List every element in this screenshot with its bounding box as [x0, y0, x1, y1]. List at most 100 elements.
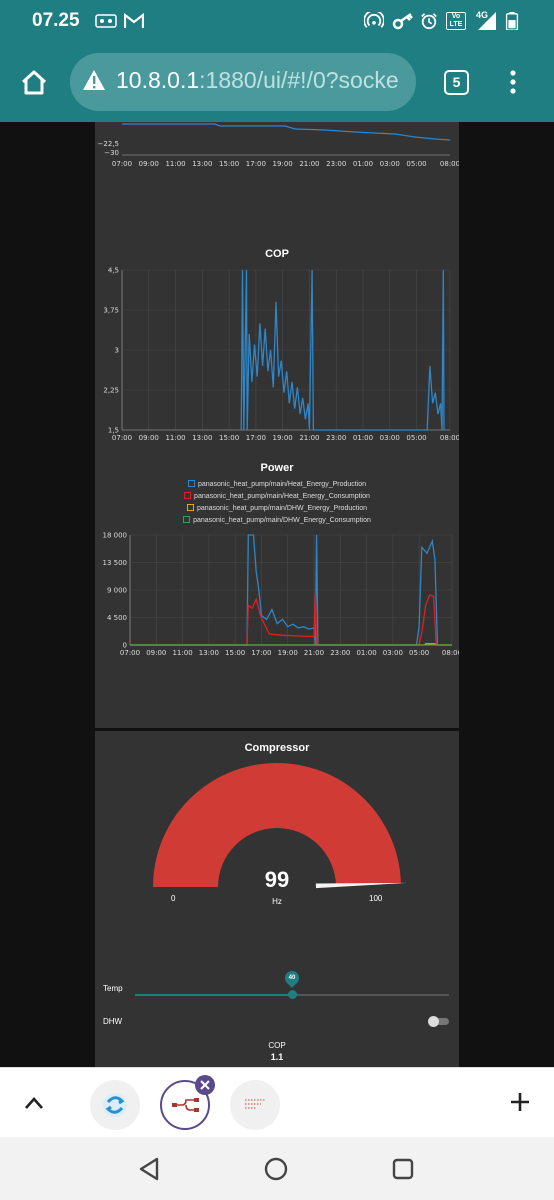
top-x-tick: 15:00 [219, 160, 239, 168]
tab-icon-2-active[interactable] [160, 1075, 215, 1130]
gauge-needle [315, 882, 407, 889]
temp-slider-track[interactable]: 40 [135, 968, 449, 999]
url-path: :1880/ui/#!/0?socke [199, 67, 399, 93]
page-thumbnail-icon [245, 1099, 265, 1109]
cop-x-tick: 17:00 [246, 434, 266, 442]
tab-icon-3[interactable] [230, 1080, 280, 1130]
temp-slider-fill [135, 994, 292, 996]
top-x-tick: 11:00 [165, 160, 185, 168]
dhw-switch[interactable] [428, 1016, 449, 1027]
tab-strip [0, 1067, 554, 1137]
compressor-gauge [153, 763, 407, 889]
cop-x-tick: 19:00 [273, 434, 293, 442]
home-nav-icon[interactable] [264, 1157, 288, 1181]
system-nav-bar [0, 1137, 554, 1200]
top-x-tick: 19:00 [273, 160, 293, 168]
dhw-switch-knob[interactable] [428, 1016, 439, 1027]
url-text[interactable]: 10.8.0.1:1880/ui/#!/0?socke [116, 67, 399, 94]
cop-series-0 [240, 269, 445, 431]
new-tab-icon[interactable] [510, 1092, 530, 1112]
gauge-min-label: 0 [171, 894, 176, 903]
cop-x-tick: 05:00 [406, 434, 426, 442]
warning-icon[interactable] [82, 69, 106, 91]
legend-swatch [187, 480, 195, 487]
gmail-icon [124, 12, 144, 28]
cop-x-tick: 07:00 [112, 434, 132, 442]
power-y-tick: 9 000 [107, 587, 127, 595]
signal-icon [478, 12, 496, 30]
temp-slider-value: 40 [288, 975, 296, 981]
power-series-0 [130, 534, 452, 646]
gauge-value: 99 [264, 867, 290, 892]
power-x-tick: 05:00 [409, 649, 429, 657]
legend-label: panasonic_heat_pump/main/Heat_Energy_Pro… [197, 481, 367, 488]
legend-swatch [183, 516, 191, 523]
status-bar: 07.25 Vo LTE 4G [0, 0, 554, 42]
cop-x-tick: 08:00 [440, 434, 459, 442]
node-red-flow-icon [172, 1098, 199, 1112]
cop-y-tick: 1,5 [108, 427, 119, 435]
top-x-tick: 21:00 [299, 160, 319, 168]
dashboard-page: −22,5 −30 07:00 09:00 11:00 13:00 15:00 17:00 19… [0, 122, 554, 1067]
legend-item[interactable]: panasonic_heat_pump/main/DHW_Energy_Prod… [95, 503, 459, 515]
address-bar[interactable]: 10.8.0.1:1880/ui/#!/0?socke [70, 53, 416, 111]
volte-badge: Vo LTE [446, 12, 466, 30]
legend-swatch [184, 492, 192, 499]
temp-slider-thumb[interactable] [288, 990, 297, 999]
recents-icon[interactable] [392, 1158, 414, 1180]
url-host: 10.8.0.1 [116, 67, 200, 93]
cop-x-tick: 21:00 [299, 434, 319, 442]
power-legend: panasonic_heat_pump/main/Heat_Energy_Pro… [95, 479, 459, 527]
power-x-tick: 09:00 [146, 649, 166, 657]
cop-y-tick: 3,75 [103, 307, 119, 315]
top-x-tick: 09:00 [139, 160, 159, 168]
top-x-tick: 01:00 [353, 160, 373, 168]
network-label: 4G [476, 10, 489, 20]
legend-item[interactable]: panasonic_heat_pump/main/Heat_Energy_Pro… [95, 479, 459, 491]
power-x-tick: 19:00 [278, 649, 298, 657]
power-x-tick: 23:00 [330, 649, 350, 657]
legend-item[interactable]: panasonic_heat_pump/main/DHW_Energy_Cons… [95, 515, 459, 527]
power-x-tick: 17:00 [251, 649, 271, 657]
power-x-tick: 03:00 [383, 649, 403, 657]
cop-y-tick: 4,5 [108, 267, 119, 275]
top-y-tick: −30 [104, 149, 119, 157]
cop-x-tick: 11:00 [165, 434, 185, 442]
close-tab-button[interactable] [195, 1075, 215, 1095]
legend-label: panasonic_heat_pump/main/Heat_Energy_Con… [194, 493, 370, 500]
back-icon[interactable] [138, 1157, 160, 1181]
top-x-tick: 03:00 [380, 160, 400, 168]
power-y-tick: 13 500 [103, 559, 128, 567]
tab-switcher-button[interactable]: 5 [444, 70, 469, 95]
legend-item[interactable]: panasonic_heat_pump/main/Heat_Energy_Con… [95, 491, 459, 503]
chevron-up-icon[interactable] [24, 1096, 44, 1110]
top-y-tick: −22,5 [98, 140, 119, 148]
sync-logo-icon [103, 1093, 127, 1117]
power-chart-title: Power [260, 462, 294, 474]
legend-swatch [186, 504, 194, 511]
home-icon[interactable] [20, 69, 48, 95]
battery-icon [505, 12, 519, 30]
cop-text-value: 1.1 [270, 1052, 284, 1062]
cop-chart-title: COP [265, 248, 289, 260]
power-y-tick: 4 500 [107, 614, 127, 622]
more-options-icon[interactable] [506, 69, 520, 95]
tab-icon-1[interactable] [90, 1080, 140, 1130]
compressor-title: Compressor [244, 742, 310, 754]
compressor-card: Compressor 99 Hz 0 100 Temp 40 DHW COP 1… [95, 731, 459, 1067]
power-x-tick: 21:00 [304, 649, 324, 657]
cop-x-tick: 23:00 [326, 434, 346, 442]
power-x-tick: 15:00 [225, 649, 245, 657]
power-y-tick: 0 [123, 642, 127, 650]
gauge-unit: Hz [272, 897, 282, 906]
gauge-max-label: 100 [369, 894, 383, 903]
top-x-tick: 17:00 [246, 160, 266, 168]
cop-x-tick: 01:00 [353, 434, 373, 442]
top-x-tick: 23:00 [326, 160, 346, 168]
legend-label: panasonic_heat_pump/main/DHW_Energy_Cons… [193, 517, 371, 524]
cop-text-label: COP [268, 1041, 286, 1050]
vpn-key-icon [392, 12, 413, 30]
top-x-tick: 05:00 [406, 160, 426, 168]
power-x-tick: 01:00 [356, 649, 376, 657]
dhw-switch-label: DHW [103, 1017, 123, 1026]
